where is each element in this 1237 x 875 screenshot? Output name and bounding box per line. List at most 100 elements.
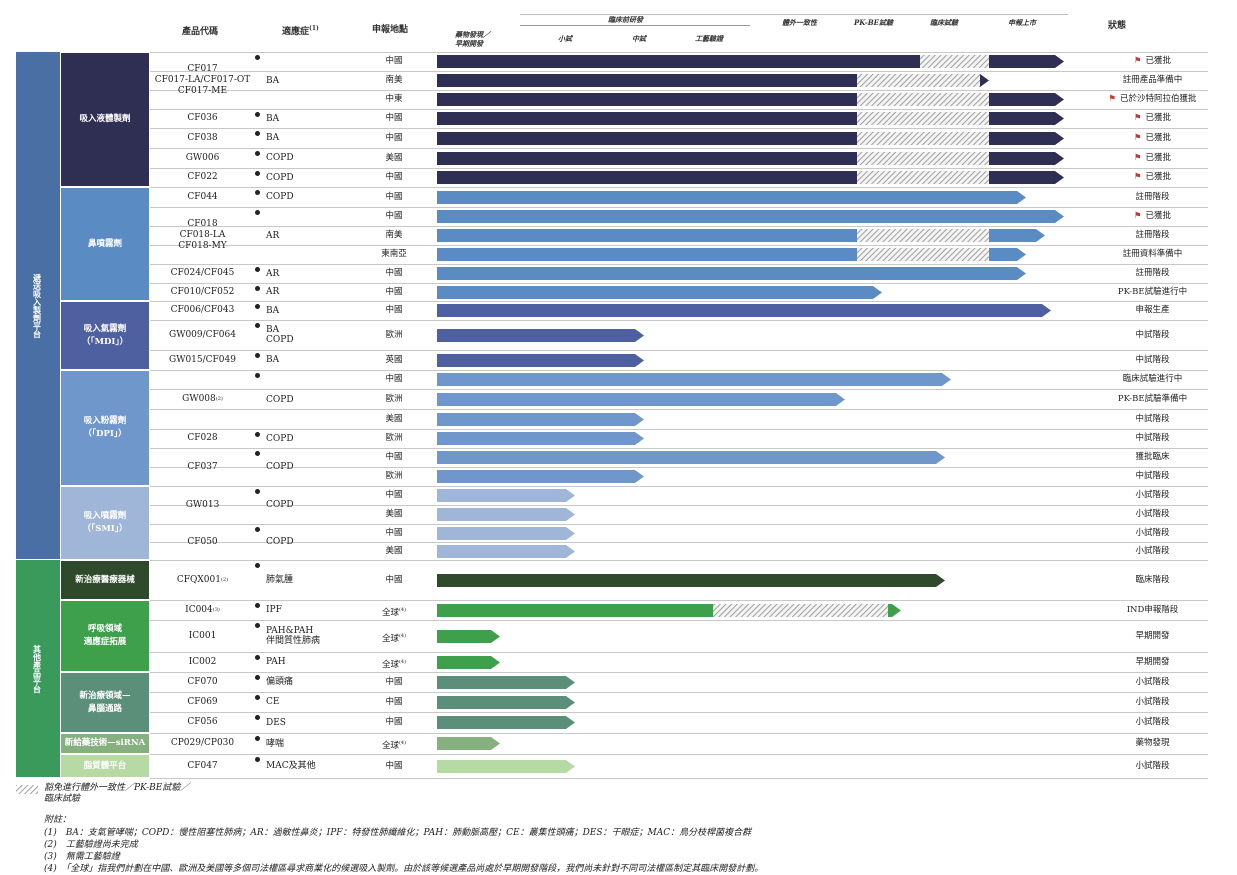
region: 中國 bbox=[385, 268, 403, 278]
status-label: 中試階段 bbox=[1135, 414, 1170, 424]
notes-title: 附註： bbox=[44, 815, 72, 825]
bullet-icon bbox=[255, 210, 260, 215]
status-label: 中試階段 bbox=[1135, 355, 1170, 365]
region: 全球(4) bbox=[381, 607, 407, 618]
hatch-segment bbox=[920, 55, 989, 68]
hatch-segment bbox=[857, 248, 989, 261]
note-3: (3) 無需工藝驗證 bbox=[44, 852, 120, 862]
indication: COPD bbox=[255, 448, 355, 486]
progress-bar bbox=[437, 527, 575, 540]
product-code: CF037 bbox=[187, 461, 218, 472]
indication: AR bbox=[255, 207, 355, 264]
indication: BA bbox=[255, 301, 355, 320]
status-label: 註冊階段 bbox=[1135, 268, 1170, 278]
row-divider bbox=[150, 467, 1208, 468]
bullet-icon bbox=[255, 527, 260, 532]
region: 美國 bbox=[385, 509, 403, 519]
indication: DES bbox=[255, 712, 355, 733]
row-divider bbox=[150, 505, 1208, 506]
region: 南美 bbox=[385, 230, 403, 240]
bullet-icon bbox=[255, 190, 260, 195]
progress-bar bbox=[437, 574, 945, 587]
indication: BA bbox=[255, 350, 355, 370]
row-divider bbox=[150, 448, 1208, 449]
indication: COPD bbox=[255, 429, 355, 448]
progress-bar bbox=[437, 413, 644, 426]
note-4: (4) 「全球」指我們計劃在中國、歐洲及美國等多個司法權區尋求商業化的候選吸入製… bbox=[44, 864, 764, 874]
product-code: CF036 bbox=[187, 113, 218, 123]
category-label: 脂質體平台 bbox=[61, 755, 149, 777]
status-label: ⚑ 已獲批 bbox=[1133, 211, 1172, 221]
status-label: ⚑ 已獲批 bbox=[1133, 113, 1172, 123]
progress-bar bbox=[437, 760, 575, 773]
flag-icon: ⚑ bbox=[1133, 211, 1142, 221]
product-code: CF018 CF018-LA CF018-MY bbox=[178, 219, 227, 251]
header-stage-invitro: 體外一致性 bbox=[782, 18, 817, 27]
row-divider bbox=[150, 754, 1208, 755]
hatch-segment bbox=[857, 93, 989, 106]
region: 中國 bbox=[385, 697, 403, 707]
bullet-icon bbox=[255, 432, 260, 437]
region: 南美 bbox=[385, 75, 403, 85]
status-label: ⚑ 已獲批 bbox=[1133, 172, 1172, 182]
progress-bar bbox=[437, 373, 951, 386]
note-1: (1) BA：支氣管哮喘；COPD：慢性阻塞性肺病；AR：過敏性鼻炎；IPF：特… bbox=[44, 828, 752, 838]
status-label: 臨床階段 bbox=[1135, 575, 1170, 585]
row-divider bbox=[150, 542, 1208, 543]
region: 中國 bbox=[385, 374, 403, 384]
row-divider bbox=[150, 320, 1208, 321]
row-divider bbox=[150, 350, 1208, 351]
indication: COPD bbox=[255, 148, 355, 168]
bullet-icon bbox=[255, 286, 260, 291]
row-divider bbox=[150, 148, 1208, 149]
note-2: (2) 工藝驗證尚未完成 bbox=[44, 840, 138, 850]
product-code: CF010/CF052 bbox=[170, 286, 235, 297]
region: 中國 bbox=[385, 287, 403, 297]
bullet-icon bbox=[255, 267, 260, 272]
region: 中國 bbox=[385, 490, 403, 500]
product-code: GW009/CF064 bbox=[169, 329, 236, 340]
status-label: 註冊階段 bbox=[1135, 230, 1170, 240]
flag-icon: ⚑ bbox=[1133, 172, 1142, 182]
progress-bar bbox=[437, 171, 1064, 184]
region: 中國 bbox=[385, 113, 403, 123]
header-product-code: 產品代碼 bbox=[182, 27, 219, 37]
category-label: 吸入粉霧劑 （「DPI」） bbox=[61, 371, 149, 485]
status-label: 小試階段 bbox=[1135, 761, 1170, 771]
product-code: CF022 bbox=[187, 172, 218, 182]
row-divider bbox=[150, 620, 1208, 621]
row-divider bbox=[150, 90, 1208, 91]
product-code: CF028 bbox=[187, 433, 218, 443]
indication: AR bbox=[255, 264, 355, 283]
row-divider bbox=[150, 409, 1208, 410]
bullet-icon bbox=[255, 675, 260, 680]
status-label: 中試階段 bbox=[1135, 330, 1170, 340]
hatch-segment bbox=[857, 132, 989, 145]
region-note: (4) bbox=[398, 740, 407, 746]
progress-bar bbox=[437, 74, 989, 87]
row-divider bbox=[150, 370, 1208, 371]
region: 英國 bbox=[385, 355, 403, 365]
status-label: 早期開發 bbox=[1135, 657, 1170, 667]
progress-bar bbox=[437, 132, 1064, 145]
region: 全球(4) bbox=[381, 659, 407, 670]
indication: PAH bbox=[255, 652, 355, 672]
region: 美國 bbox=[385, 153, 403, 163]
product-code: CF024/CF045 bbox=[170, 268, 235, 278]
row-divider bbox=[150, 187, 1208, 188]
product-code: CF038 bbox=[187, 132, 218, 143]
indication: COPD bbox=[255, 187, 355, 207]
row-divider bbox=[150, 264, 1208, 265]
region: 中國 bbox=[385, 528, 403, 538]
indication: PAH&PAH 伴間質性肺病 bbox=[255, 620, 355, 652]
bullet-icon bbox=[255, 151, 260, 156]
category-label: 新治療醫療器械 bbox=[61, 561, 149, 599]
region-note: (4) bbox=[398, 607, 407, 613]
header-stage-pkbe: PK-BE試驗 bbox=[854, 18, 893, 27]
product-code: CF044 bbox=[187, 191, 218, 202]
status-label: 小試階段 bbox=[1135, 717, 1170, 727]
hatch-segment bbox=[857, 152, 989, 165]
row-divider bbox=[150, 389, 1208, 390]
region: 中國 bbox=[385, 761, 403, 771]
row-divider bbox=[150, 560, 1208, 561]
